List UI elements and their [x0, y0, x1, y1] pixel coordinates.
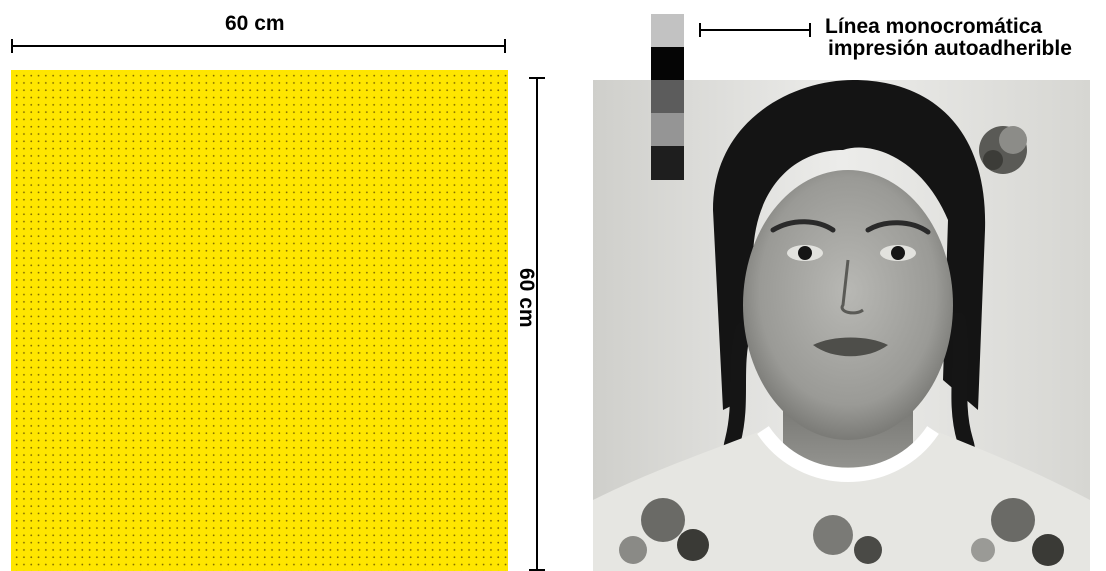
- height-dimension-label: 60 cm: [515, 268, 538, 328]
- width-dimension-label: 60 cm: [225, 12, 285, 35]
- annotation-line2: impresión autoadherible: [828, 37, 1072, 60]
- swatch-near-black: [651, 146, 684, 180]
- yellow-dotted-panel: [11, 70, 508, 571]
- width-dimension-line: [11, 39, 506, 53]
- height-dimension-line: [529, 77, 545, 571]
- swatch-mid-gray: [651, 113, 684, 146]
- swatch-black: [651, 47, 684, 80]
- swatch-dark-gray: [651, 80, 684, 113]
- annotation-line: [699, 23, 811, 37]
- swatch-light-gray: [651, 14, 684, 47]
- annotation-line1: Línea monocromática: [825, 15, 1043, 38]
